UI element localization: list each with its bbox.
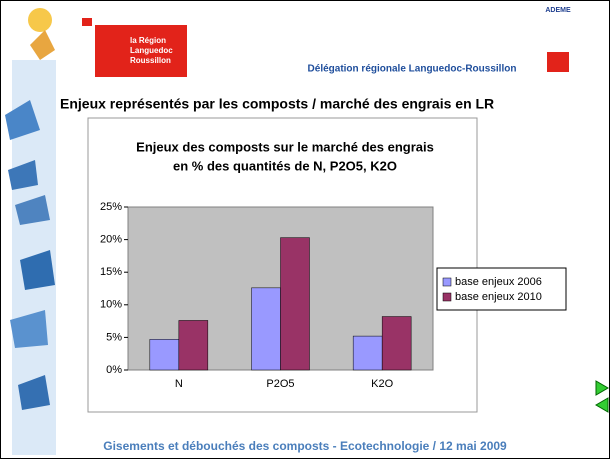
chart-title: Enjeux des composts sur le marché des en… [136,139,434,154]
bar [252,288,281,370]
bar [179,320,208,370]
agency-logo [547,52,569,72]
delegation: Délégation régionale Languedoc-Roussillo… [308,64,517,75]
footer: Gisements et débouchés des composts - Ec… [103,439,507,453]
bar [150,339,179,370]
legend-swatch [443,278,451,286]
legend-swatch [443,293,451,301]
legend-label: base enjeux 2006 [455,276,542,288]
y-tick-label: 25% [100,201,122,213]
chart-title: en % des quantités de N, P2O5, K2O [173,158,397,173]
page: la Région Languedoc Roussillon Délégatio… [0,0,610,459]
logo-text: Languedoc [130,46,173,55]
legend [437,268,566,310]
y-tick-label: 15% [100,266,122,278]
logo-text: la Région [130,36,166,45]
y-tick-label: 10% [100,299,122,311]
logo-text: Roussillon [130,56,171,65]
x-tick-label: P2O5 [266,378,294,390]
slide-title: Enjeux représentés par les composts / ma… [60,96,494,112]
y-tick-label: 20% [100,234,122,246]
logo-mark [82,18,92,26]
y-tick-label: 0% [106,364,122,376]
bar [353,336,382,370]
x-tick-label: K2O [371,378,393,390]
y-tick-label: 5% [106,331,122,343]
bar [281,238,310,370]
agency: ADEME [545,7,571,14]
bar [382,317,411,370]
slide: la Région Languedoc Roussillon Délégatio… [0,0,610,459]
legend-label: base enjeux 2010 [455,291,542,303]
x-tick-label: N [175,378,183,390]
